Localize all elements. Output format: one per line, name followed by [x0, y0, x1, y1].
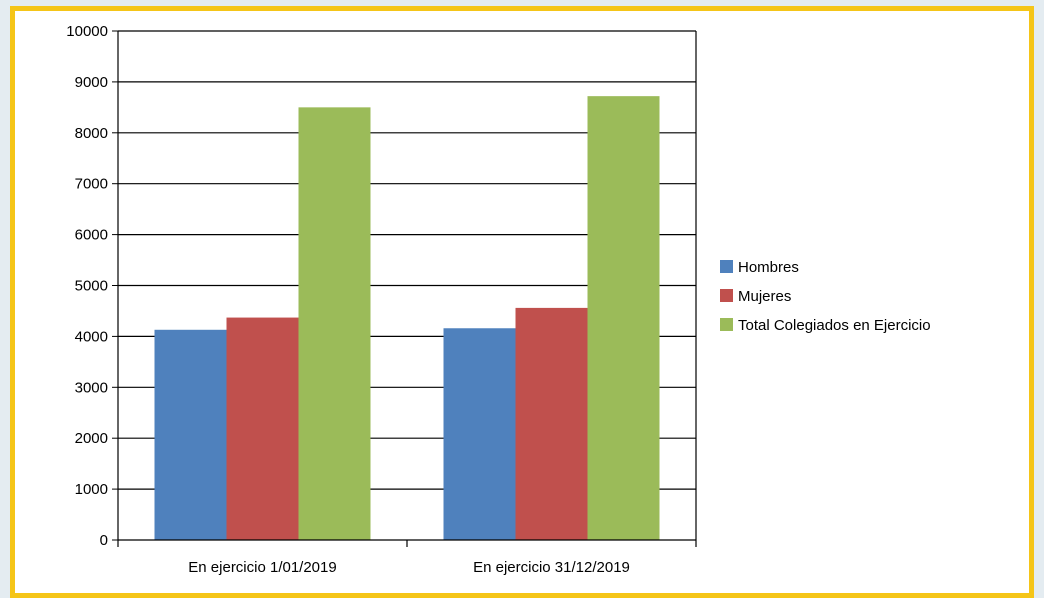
y-tick-label: 4000 — [75, 328, 108, 345]
bar-mujeres — [515, 307, 588, 540]
bar-total-colegiados-en-ejercicio — [587, 96, 660, 540]
axes — [112, 30, 697, 547]
y-tick-label: 9000 — [75, 74, 108, 91]
legend-swatch — [720, 289, 733, 302]
y-tick-label: 8000 — [75, 125, 108, 142]
y-tick-label: 3000 — [75, 379, 108, 396]
bar-mujeres — [226, 317, 299, 540]
bar-hombres — [154, 329, 227, 540]
legend-entry-label: Hombres — [738, 259, 799, 276]
x-category-label: En ejercicio 1/01/2019 — [188, 559, 336, 576]
y-tick-label: 2000 — [75, 430, 108, 447]
y-axis-tick-labels: 0 1000 2000 3000 4000 5000 6000 7000 8000 9000 100… — [66, 23, 108, 549]
y-tick-label: 10000 — [66, 23, 108, 40]
legend-entry-label: Mujeres — [738, 288, 791, 305]
y-tick-label: 7000 — [75, 176, 108, 193]
chart-frame: 0 1000 2000 3000 4000 5000 6000 7000 8000 9000 100… — [10, 6, 1034, 598]
bar-total-colegiados-en-ejercicio — [298, 107, 371, 540]
bar-chart: 0 1000 2000 3000 4000 5000 6000 7000 8000 9000 100… — [66, 23, 931, 576]
y-tick-label: 0 — [100, 532, 108, 549]
y-tick-label: 5000 — [75, 278, 108, 295]
x-axis-category-labels: En ejercicio 1/01/2019 En ejercicio 31/12… — [188, 559, 630, 576]
bars — [154, 96, 660, 540]
legend-swatch — [720, 260, 733, 273]
x-category-label: En ejercicio 31/12/2019 — [473, 559, 630, 576]
legend-entry-label: Total Colegiados en Ejercicio — [738, 317, 931, 334]
y-tick-label: 1000 — [75, 481, 108, 498]
legend-swatch — [720, 318, 733, 331]
legend: Hombres Mujeres Total Colegiados en Ejerci… — [720, 259, 931, 334]
y-tick-label: 6000 — [75, 227, 108, 244]
bar-hombres — [443, 328, 516, 540]
